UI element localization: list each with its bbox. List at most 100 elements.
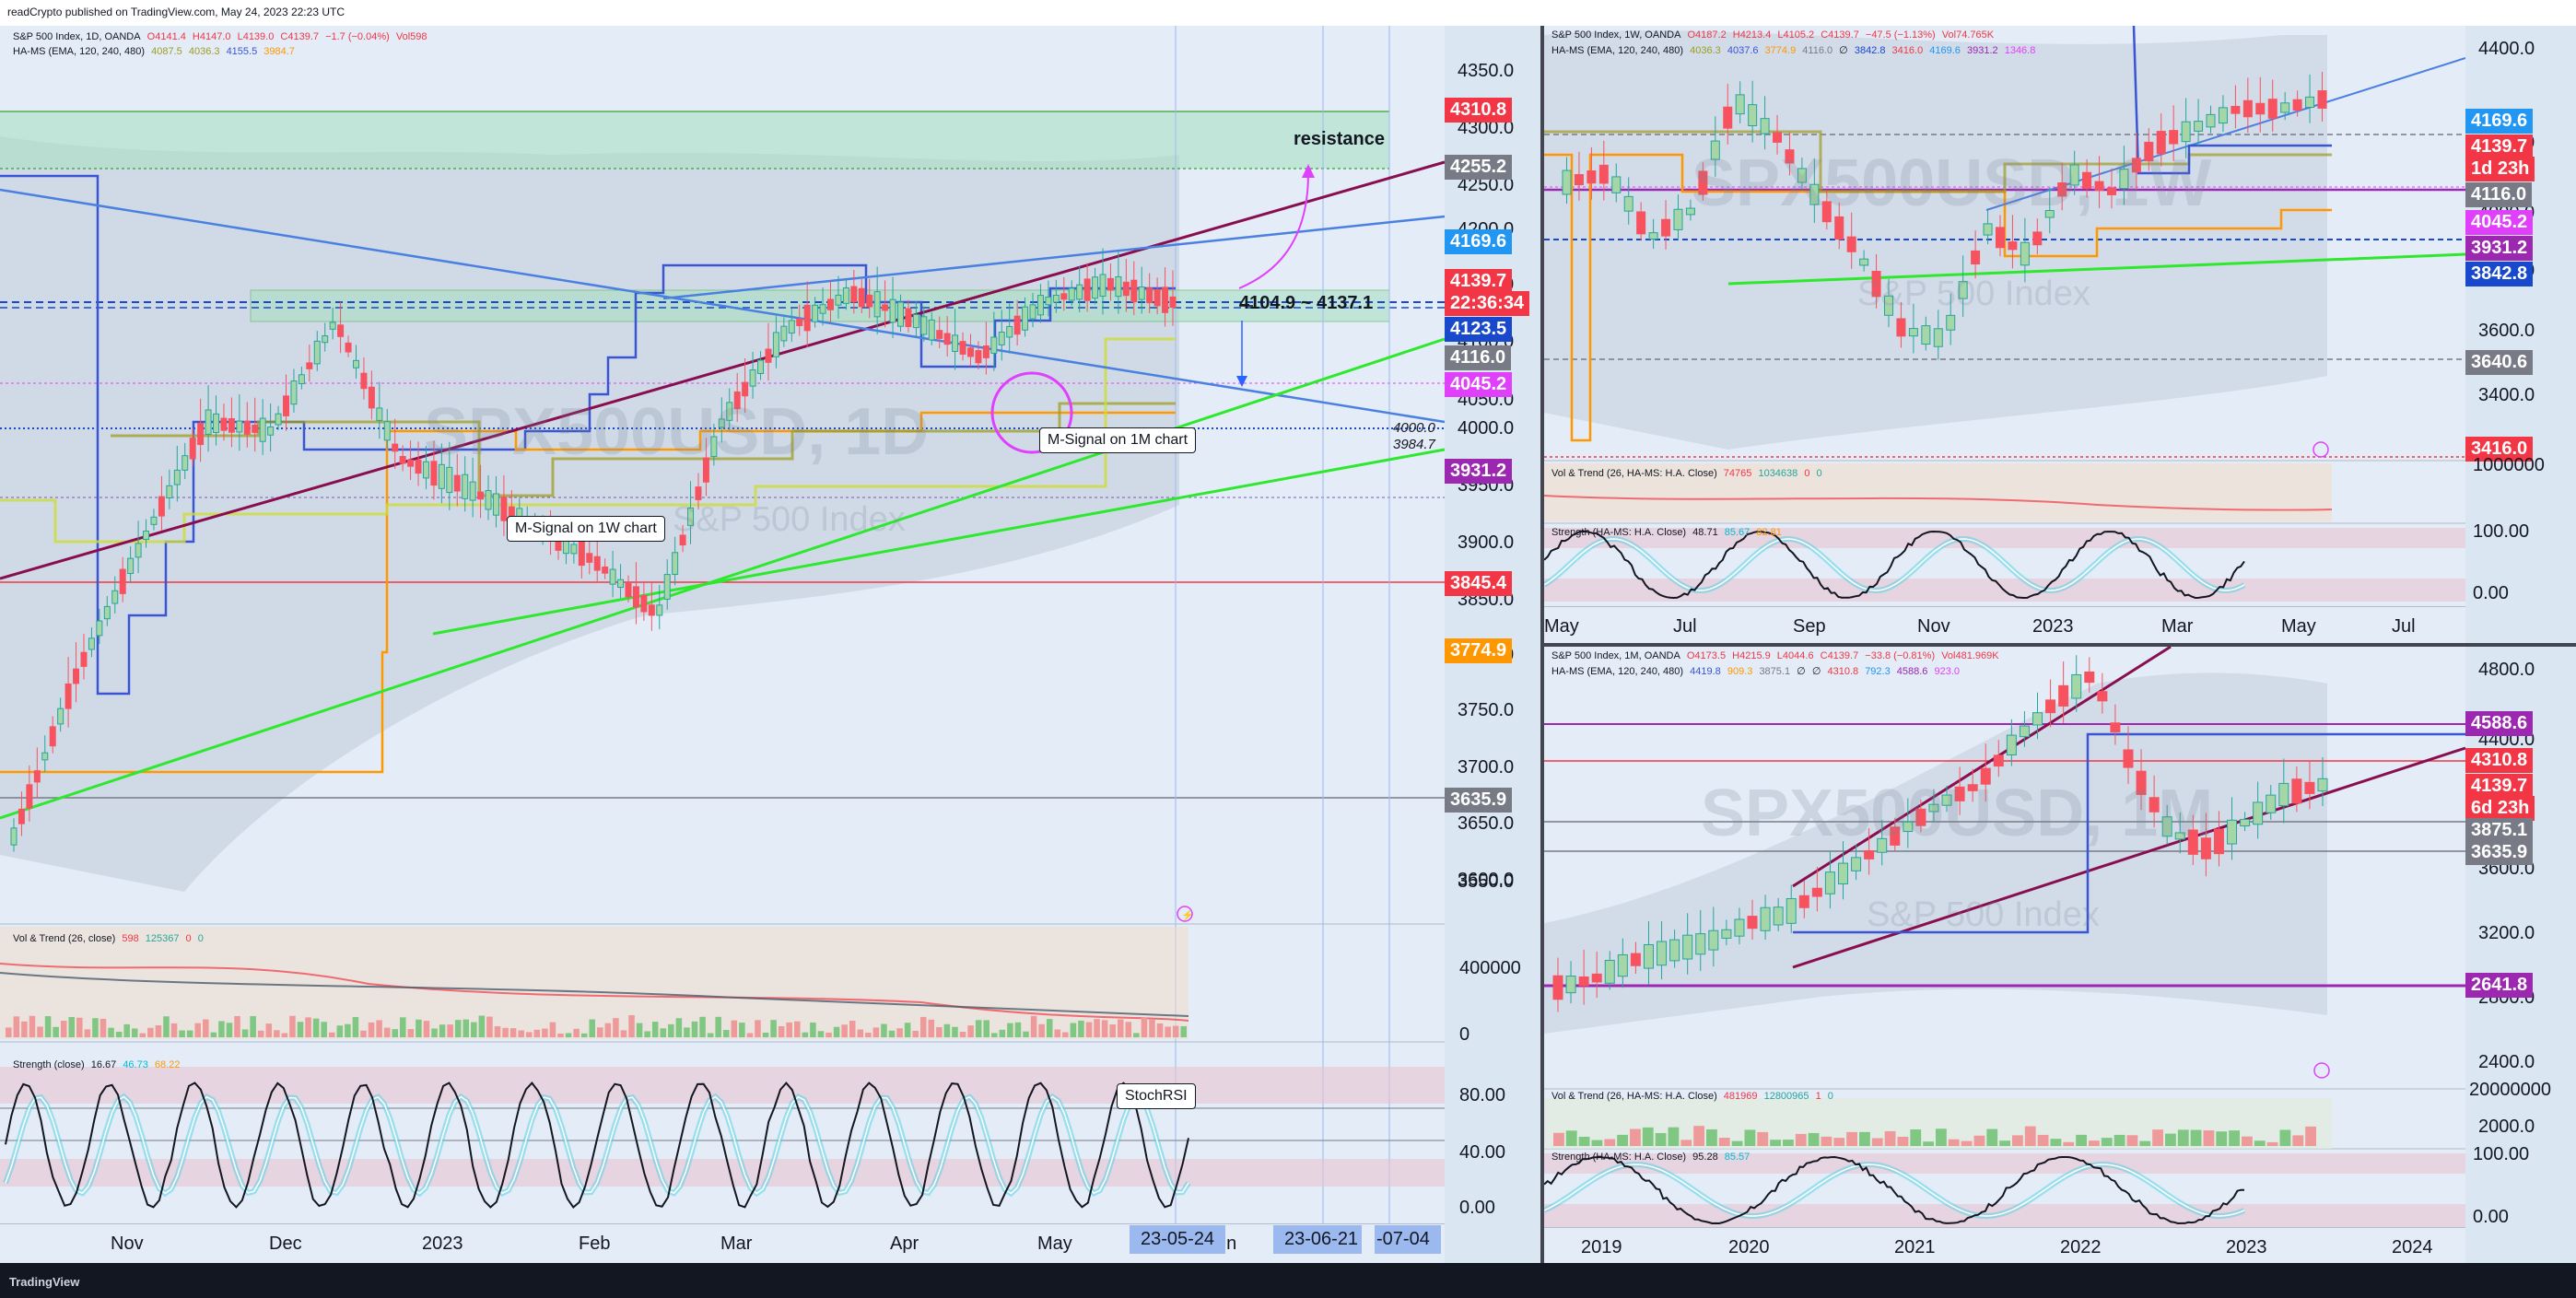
weekly-strength-legend[interactable]: Strength (HA-MS: H.A. Close) 48.71 85.67… [1551,527,1786,538]
volume-bar [155,1024,162,1037]
strength-legend[interactable]: Strength (close) 16.67 46.73 68.22 [13,1059,183,1070]
weekly-time-axis[interactable]: May Jul Sep Nov 2023 Mar May Jul [1544,606,2465,643]
hams-v2: 909.3 [1727,666,1753,677]
volume-bar [2126,1135,2138,1146]
volume-bar [857,1029,864,1037]
main-legend[interactable]: S&P 500 Index, 1D, OANDA O4141.4 H4147.0… [13,31,431,42]
monthly-chart-pane[interactable]: SPX500USD, 1M S&P 500 Index S&P 500 Inde… [1544,647,2576,1263]
volume-bar [668,1023,674,1037]
volume-bar [463,1019,470,1037]
weekly-vol-legend[interactable]: Vol & Trend (26, HA-MS: H.A. Close) 7476… [1551,468,1826,479]
volume-bar [1948,1139,1960,1146]
candle [912,300,919,337]
candle [757,351,765,380]
candle [243,402,251,448]
candle [2082,158,2092,198]
volume-bar [1062,1032,1069,1037]
candle [1138,266,1145,314]
pane-divider-horizontal[interactable] [1544,643,2576,647]
candle [2032,218,2043,255]
volume-bar [644,1031,650,1037]
candle [2094,156,2104,208]
volume-bar [281,1033,288,1037]
monthly-strength-legend[interactable]: Strength (HA-MS: H.A. Close) 95.28 85.57 [1551,1152,1753,1163]
candle [1735,81,1745,123]
candle [2194,99,2204,147]
legend-open: O4187.2 [1687,29,1727,41]
svg-text:⚡: ⚡ [1181,909,1194,921]
monthly-time-axis[interactable]: 2019 2020 2021 2022 2023 2024 [1544,1227,2465,1263]
volume-bar [1718,1138,1730,1146]
candle [1565,961,1576,1004]
price-label: 4310.8 [2465,748,2534,773]
legend-high: H4147.0 [192,31,231,42]
left-time-axis[interactable]: NovDec2023FebMarAprMayJun [0,1223,1445,1263]
price-label: 4116.0 [1445,345,1512,370]
candle [2213,811,2224,867]
weekly-legend[interactable]: S&P 500 Index, 1W, OANDA O4187.2 H4213.4… [1551,29,1997,41]
volume-bar [1578,1136,1590,1146]
volume-bar [1156,1023,1164,1037]
weekly-chart-canvas[interactable] [1544,26,2576,643]
monthly-hams-legend[interactable]: HA-MS (EMA, 120, 240, 480) 4419.8 909.3 … [1551,665,1963,677]
candle [1983,210,1993,245]
strength-line [1544,530,2245,600]
weekly-hams-legend[interactable]: HA-MS (EMA, 120, 240, 480) 4036.3 4037.6… [1551,44,2039,56]
legend-change: −1.7 (−0.04%) [325,31,390,42]
volume-bar [44,1015,52,1037]
vol-legend-c: 1 [1815,1091,1821,1102]
candle [1657,921,1668,980]
candle [1107,263,1114,301]
time-tick: May [1037,1234,1072,1254]
candle [2181,98,2191,158]
candle [850,269,858,314]
volume-bar [108,1027,114,1037]
left-chart-pane[interactable]: ⚡ SPX500USD, 1D S&P 500 Index S&P 500 In… [0,26,1540,1263]
legend-high: H4215.9 [1732,650,1771,661]
candle [1834,202,1844,250]
monthly-vol-legend[interactable]: Vol & Trend (26, HA-MS: H.A. Close) 4819… [1551,1091,1837,1102]
hams-legend[interactable]: HA-MS (EMA, 120, 240, 480) 4087.5 4036.3… [13,46,299,57]
tradingview-logo[interactable]: TradingView [9,1275,80,1289]
candle [702,438,709,497]
volume-bar [115,1031,123,1037]
volume-bar [509,1028,517,1037]
candle [1598,140,1609,201]
candle [1995,215,2005,257]
monthly-price-axis[interactable]: 4800.04400.04000.03600.03200.02800.02400… [2465,647,2576,1263]
candle [462,456,469,512]
volume-bar [163,1016,170,1037]
candle [2317,756,2328,807]
candle [267,403,275,452]
strength-line [5,1082,1189,1209]
candle [1980,743,1991,802]
left-price-axis[interactable]: 4350.04300.04250.04200.04150.04100.04050… [1445,26,1540,1263]
volume-bar [518,1030,524,1037]
candle [2174,812,2185,854]
candle [742,357,749,414]
candle [1773,114,1783,155]
candle [1871,253,1881,309]
candle [1824,850,1835,909]
legend-open: O4141.4 [146,31,186,42]
monthly-chart-canvas[interactable] [1544,647,2576,1263]
candle [687,481,695,544]
monthly-legend[interactable]: S&P 500 Index, 1M, OANDA O4173.5 H4215.9… [1551,650,2003,661]
vol-legend[interactable]: Vol & Trend (26, close) 598 125367 0 0 [13,933,207,944]
left-chart-canvas[interactable]: ⚡ [0,26,1540,1263]
volume-bar [407,1029,415,1037]
note-stochrsi: StochRSI [1117,1083,1196,1109]
volume-bar [328,1032,335,1037]
candle [936,316,943,348]
pane-divider-vertical[interactable] [1540,26,1544,1263]
candle [2317,72,2327,122]
vol-legend-name: Vol & Trend (26, HA-MS: H.A. Close) [1551,468,1717,479]
volume-bar [589,1019,595,1037]
weekly-watermark: SPX500USD, 1W [1692,146,2212,220]
weekly-chart-pane[interactable]: SPX500USD, 1W S&P 500 Index S&P 500 Inde… [1544,26,2576,643]
monthly-candlestick-series [1552,655,2328,1012]
time-tick: Jul [2392,616,2416,637]
hams-v3: 4155.5 [226,46,258,57]
candle [2169,105,2179,162]
